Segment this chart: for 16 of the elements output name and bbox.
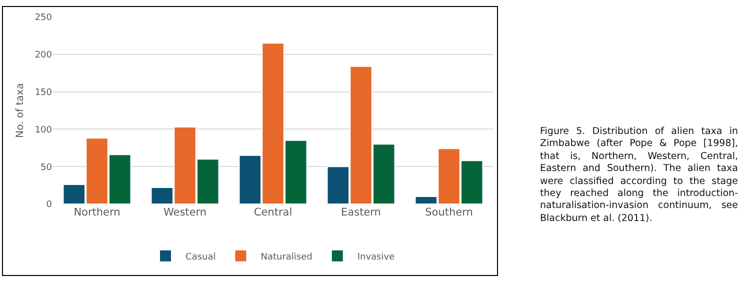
legend-label: Casual <box>186 252 216 262</box>
x-tick-label: Northern <box>74 206 120 218</box>
y-tick-label: 100 <box>34 125 52 136</box>
caption: Figure 5. Distribution of alien taxa in Zimbabwe (after Pope & Pope [1998], that is, Northern, Western, Central, Eastern and Southern). The alien taxa were classified according to the stage they reached along the introduction-naturalisation-invasion continuum, see Blackburn et al. (2011). <box>540 126 738 226</box>
legend-label: Invasive <box>357 252 396 262</box>
y-tick-label: 150 <box>34 88 52 98</box>
x-tick-label: Eastern <box>341 206 381 218</box>
y-tick-label: 200 <box>34 50 52 61</box>
y-tick-label: 0 <box>46 200 52 210</box>
legend-label: Naturalised <box>260 252 312 262</box>
x-tick-label: Southern <box>425 206 473 218</box>
y-tick-label: 50 <box>40 162 52 173</box>
y-tick-label: 250 <box>34 13 52 24</box>
x-tick-label: Western <box>163 206 207 218</box>
x-tick-label: Central <box>254 206 292 218</box>
y-axis-title: No. of taxa <box>15 83 26 138</box>
